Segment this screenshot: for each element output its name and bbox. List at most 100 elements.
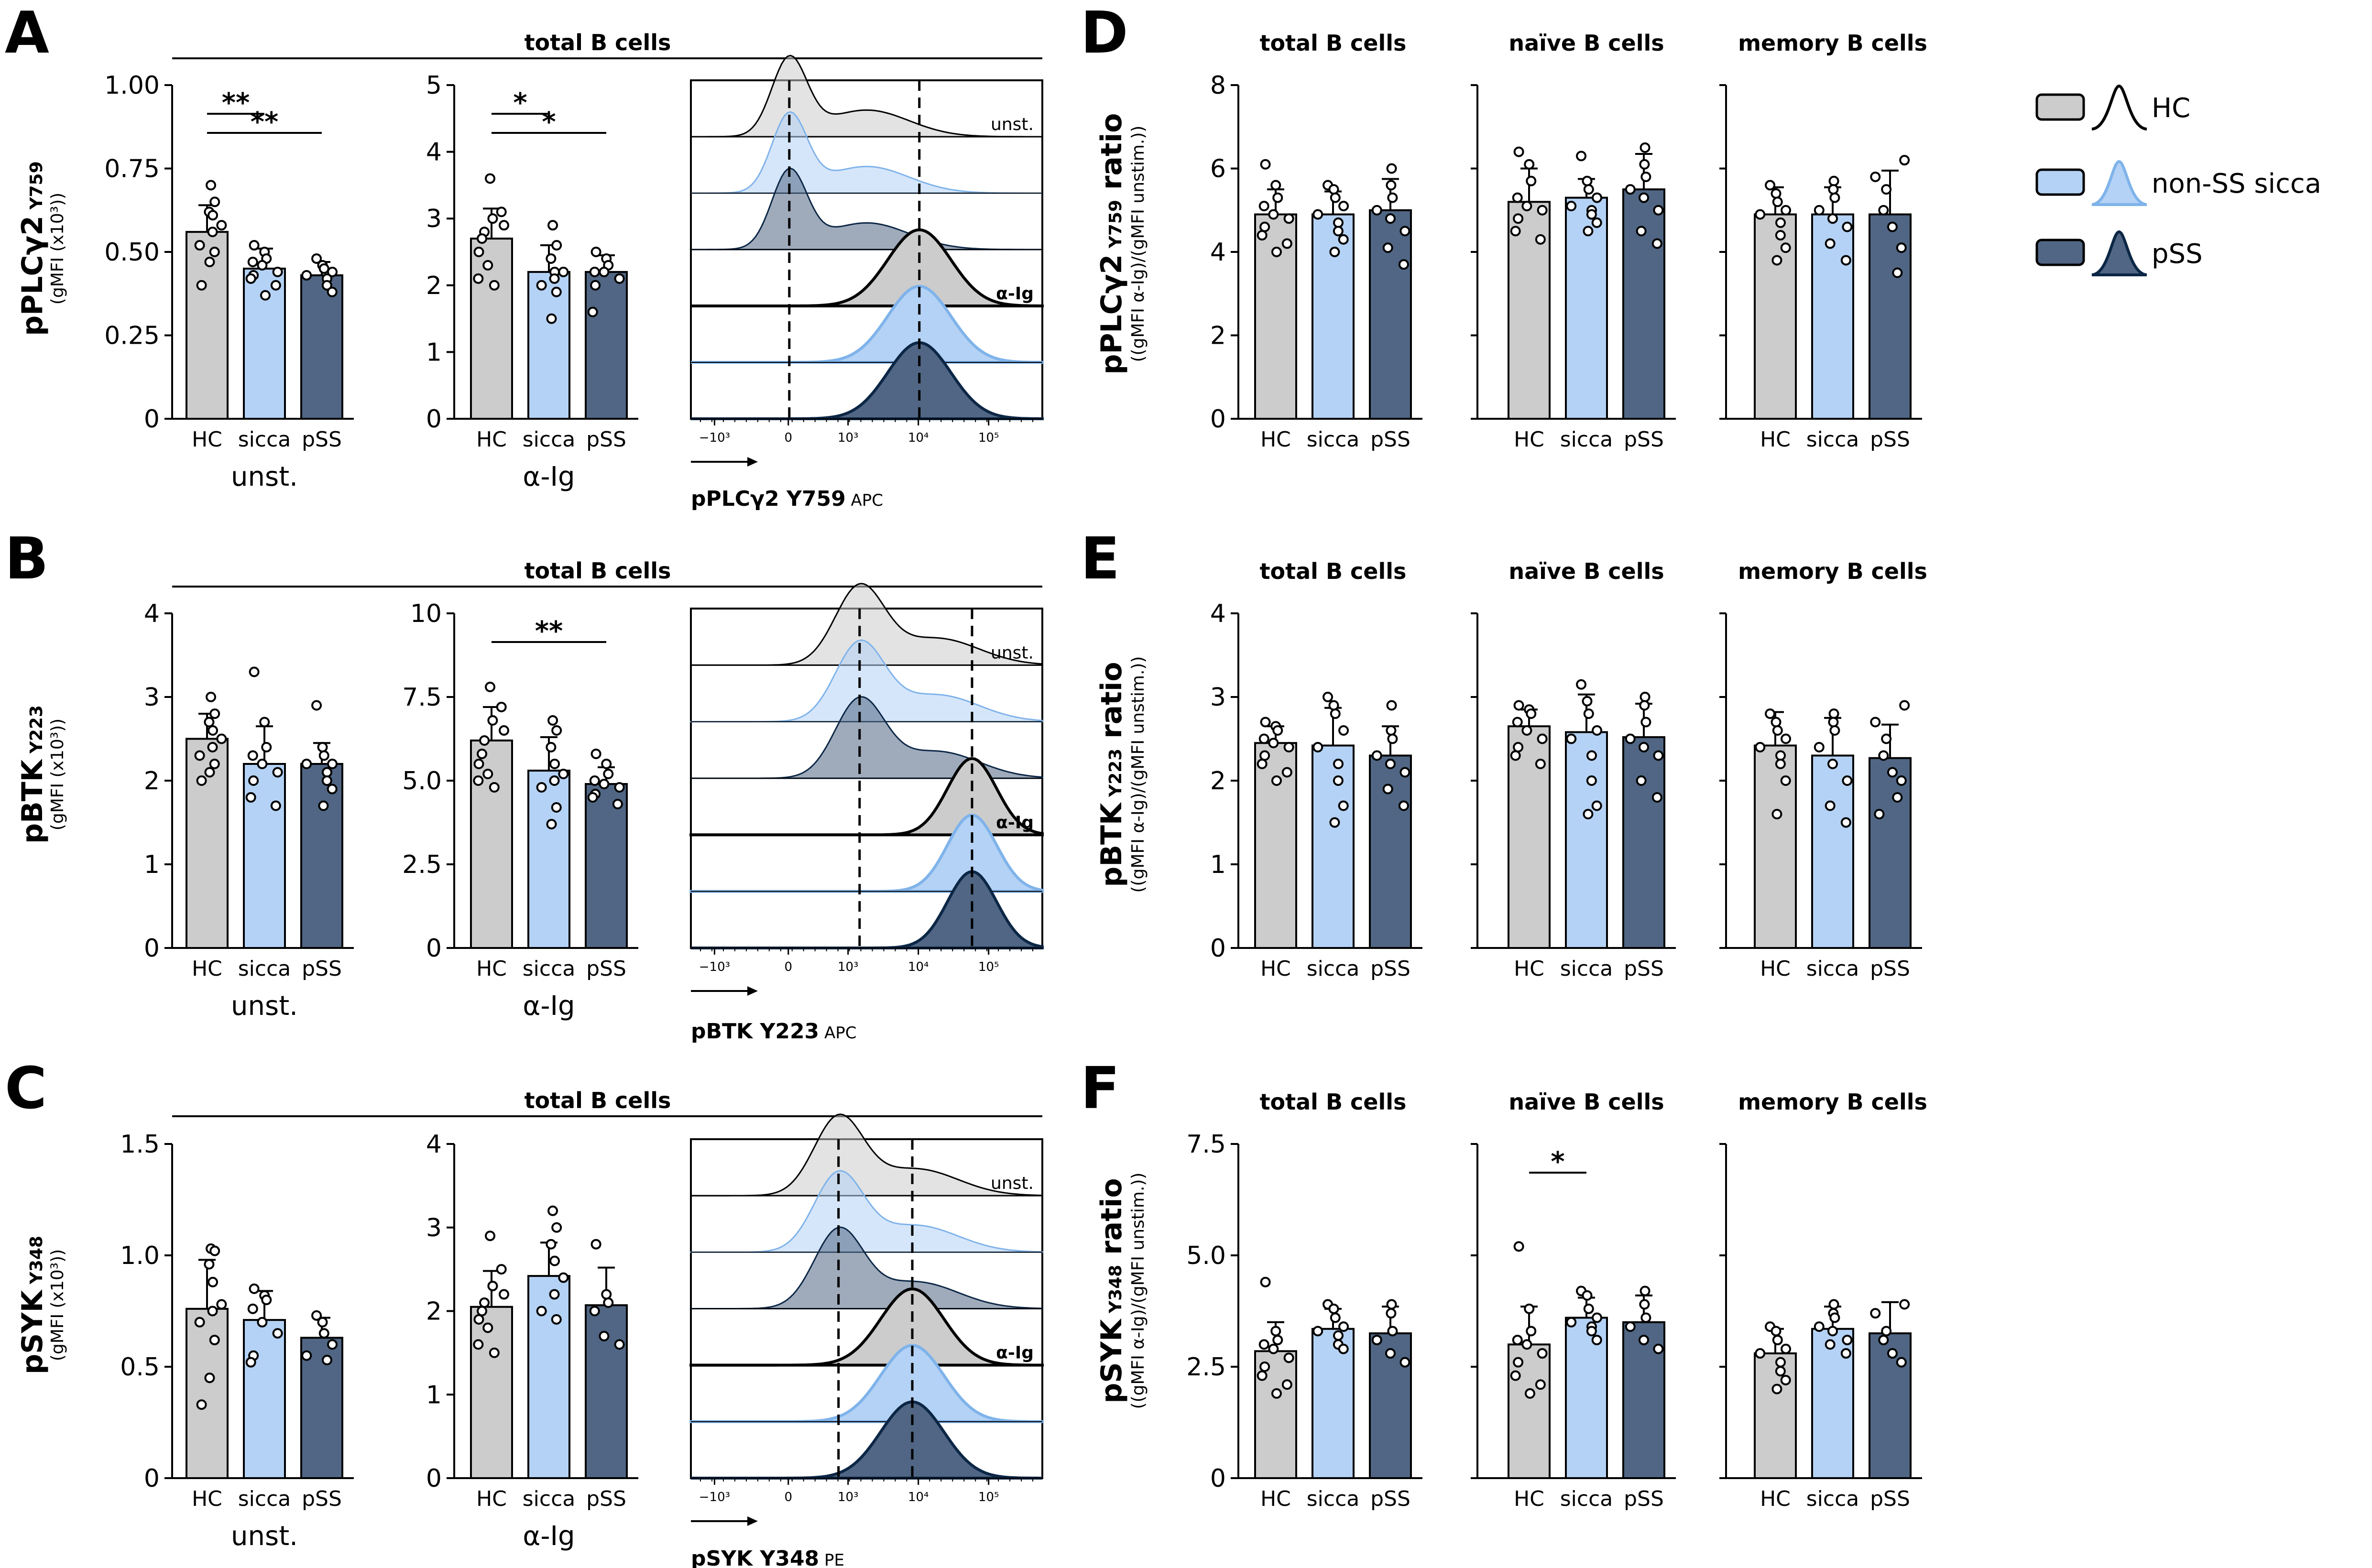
data-point: [489, 782, 500, 793]
data-point: [489, 280, 500, 291]
data-point: [194, 750, 205, 761]
legend: HC non-SS sicca pSS: [2035, 84, 2321, 276]
chart-title: memory B cells: [1738, 1089, 1927, 1115]
data-point: [1399, 226, 1410, 237]
data-point: [551, 240, 562, 251]
data-point: [1586, 750, 1597, 761]
y-tick-label: 1: [426, 338, 442, 367]
header-total-B-row-C: total B cells: [172, 1088, 1042, 1117]
category-label: HC: [476, 1487, 507, 1511]
chart-title: memory B cells: [1738, 30, 1927, 56]
data-point: [1583, 809, 1594, 819]
panel-letter-E: E: [1081, 526, 1120, 592]
legend-label-HC: HC: [2152, 93, 2190, 124]
data-point: [1829, 192, 1840, 203]
header-total-B-row-B: total B cells: [172, 558, 1042, 588]
data-point: [1638, 742, 1649, 752]
ylabel-E-tail: ratio: [1095, 662, 1128, 748]
data-point: [1281, 238, 1292, 249]
ylabel-D-tail: ratio: [1095, 113, 1128, 200]
data-point: [1537, 733, 1548, 744]
data-point: [1385, 1348, 1396, 1359]
legend-swatch-pSS: [2035, 239, 2085, 266]
data-point: [1771, 809, 1782, 819]
data-point: [209, 196, 220, 207]
data-point: [551, 286, 562, 297]
data-point: [473, 273, 484, 284]
chart-D-naive: HC sicca pSS naïve B cells: [1471, 30, 1676, 452]
data-point: [1591, 217, 1602, 228]
data-point: [270, 280, 281, 291]
bar-pSS: [1622, 188, 1665, 420]
data-point: [473, 775, 484, 786]
hist-x-tick-label: 10³: [838, 431, 859, 445]
data-point: [1829, 1312, 1840, 1323]
bar-pSS: [1622, 736, 1665, 949]
category-label: pSS: [302, 957, 342, 981]
y-tick-label: 1.0: [120, 1241, 160, 1270]
data-point: [1771, 717, 1782, 728]
y-tick-label: 5.0: [402, 767, 442, 795]
data-point: [1382, 242, 1393, 253]
data-point: [1526, 708, 1537, 719]
ylabel-F-sub: ((gMFI α-Ig)/(gMFI unstim.)): [1128, 1173, 1148, 1409]
ylabel-E-sup: Y223: [1106, 749, 1126, 803]
data-point: [1385, 759, 1396, 769]
data-point: [590, 1239, 601, 1250]
y-tick-label: 0.25: [104, 322, 160, 350]
data-point: [1513, 1357, 1524, 1368]
data-point: [487, 213, 498, 224]
data-point: [1258, 733, 1269, 744]
lane-label-aIg: α-Ig: [996, 1343, 1034, 1363]
data-point: [1653, 205, 1664, 216]
data-point: [496, 1264, 507, 1275]
legend-item-pSS: pSS: [2035, 230, 2203, 276]
data-point: [1765, 180, 1776, 191]
y-tick-label: 6: [1210, 155, 1226, 184]
data-point: [1874, 809, 1885, 819]
y-tick-label: 0: [144, 1464, 160, 1493]
data-point: [1639, 1299, 1650, 1310]
category-label: sicca: [523, 957, 576, 981]
data-point: [587, 792, 598, 803]
bar-pSS: [300, 274, 343, 420]
category-label: sicca: [238, 1487, 291, 1511]
data-point: [261, 742, 272, 752]
ylabel-A-sub: (gMFI (x10³)): [48, 193, 67, 305]
data-point: [1899, 155, 1910, 166]
data-point: [1771, 255, 1782, 266]
category-label: sicca: [523, 1487, 576, 1511]
data-point: [479, 735, 490, 746]
legend-label-pSS: pSS: [2152, 239, 2203, 270]
ylabel-B-sub: (gMFI (x10³)): [48, 719, 67, 830]
data-point: [1640, 142, 1651, 153]
data-point: [249, 240, 260, 251]
data-point: [1887, 221, 1898, 232]
bar-sicca: [1811, 213, 1854, 420]
histogram-trace: [690, 1113, 1043, 1197]
data-point: [547, 1205, 558, 1216]
data-point: [1521, 725, 1532, 736]
data-point: [546, 742, 557, 752]
bar-pSS: [1869, 757, 1912, 949]
data-point: [489, 1347, 500, 1358]
data-point: [209, 1245, 220, 1256]
data-point: [614, 1339, 625, 1350]
bar-sicca: [527, 1275, 570, 1479]
data-point: [599, 779, 610, 789]
legend-peak-sicca-icon: [2091, 160, 2147, 206]
chart-F-total: 0 2.5 5.0 7.5 HC sicca pSS total B cells: [1186, 1089, 1422, 1511]
data-point: [1828, 1299, 1839, 1310]
data-point: [1775, 217, 1786, 228]
data-point: [601, 759, 612, 769]
data-point: [1382, 784, 1393, 795]
data-point: [216, 220, 227, 231]
data-point: [1521, 201, 1532, 212]
arrow-right-icon: [747, 1516, 758, 1526]
data-point: [327, 784, 338, 795]
data-point: [1842, 221, 1853, 232]
ylabel-F-main: pSYK: [1095, 1318, 1128, 1404]
hist-x-tick-label: 0: [784, 960, 792, 974]
data-point: [206, 180, 217, 191]
